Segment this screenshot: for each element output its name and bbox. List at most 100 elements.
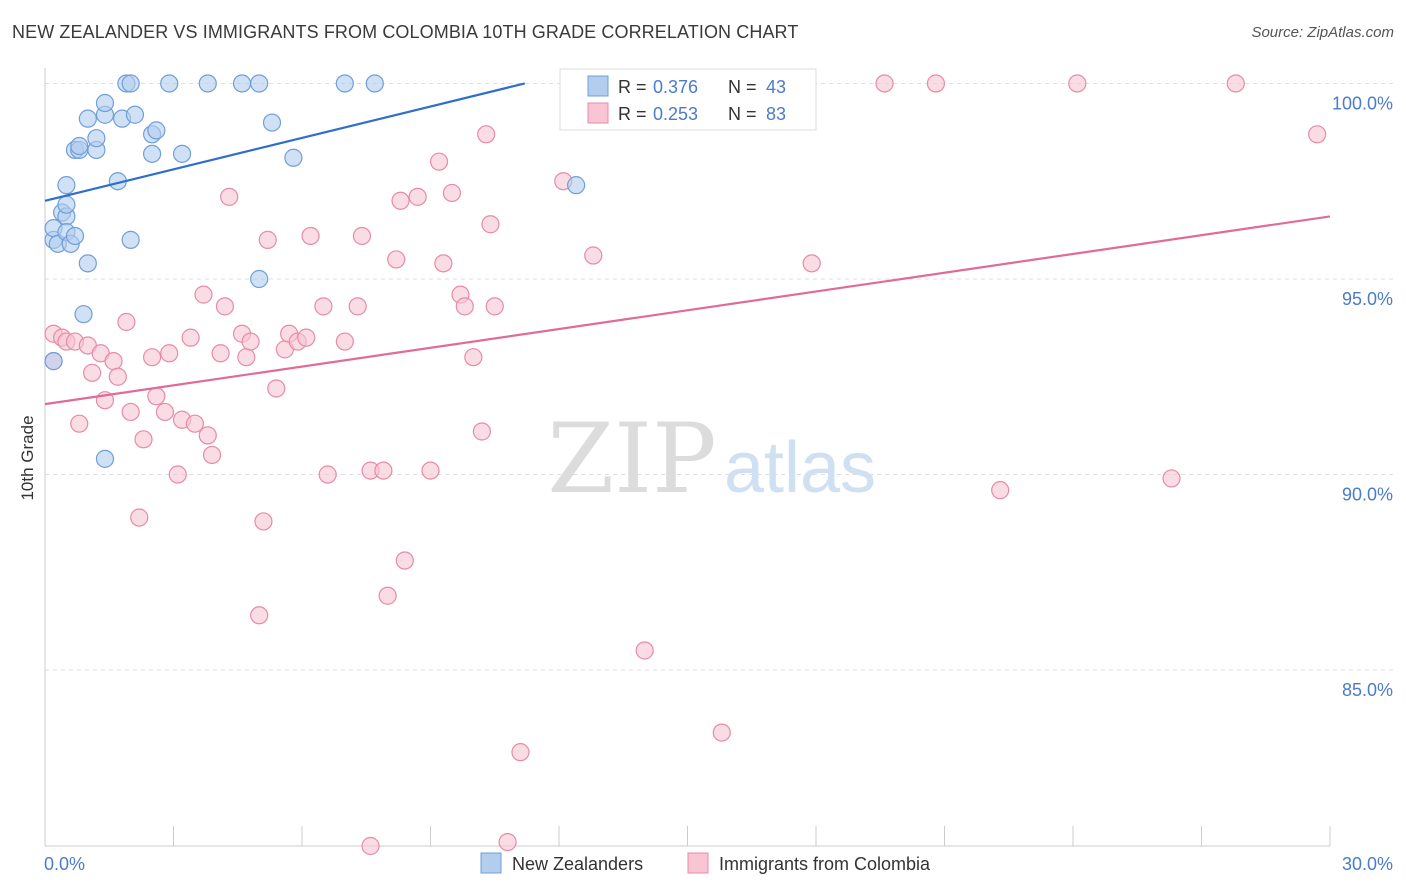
colombia-point: [301, 226, 320, 246]
colombia-point: [1068, 74, 1087, 93]
colombia-point: [117, 312, 136, 332]
colombia-point: [134, 430, 153, 449]
colombia-point: [194, 285, 213, 304]
axes-layer: [44, 68, 1331, 847]
new-zealander-point: [70, 136, 89, 156]
new-zealander-point: [74, 305, 93, 324]
colombia-point: [378, 586, 397, 605]
colombia-point: [297, 328, 316, 347]
new-zealander-point: [78, 109, 97, 128]
colombia-point: [1308, 125, 1327, 144]
colombia-point: [485, 297, 504, 316]
colombia-point: [104, 352, 123, 371]
colombia-point: [108, 367, 127, 386]
colombia-point: [181, 328, 200, 347]
colombia-point: [70, 414, 89, 433]
colombia-point: [408, 187, 427, 206]
new-zealander-point: [262, 113, 282, 132]
colombia-point: [387, 250, 406, 269]
colombia-point: [635, 641, 654, 660]
stats-n-value-blue: 43: [766, 77, 786, 97]
new-zealander-point: [160, 74, 179, 93]
colombia-point: [991, 481, 1010, 500]
new-zealander-point: [57, 176, 76, 195]
colombia-point: [147, 387, 166, 406]
stats-legend: R = 0.376 N = 43 R = 0.253 N = 83: [559, 68, 817, 131]
stats-n-value-pink: 83: [766, 104, 786, 124]
x-tick-label: 0.0%: [44, 854, 85, 874]
y-tick-label: 90.0%: [1342, 485, 1393, 505]
colombia-point: [130, 508, 149, 527]
x-tick-label: 30.0%: [1342, 854, 1393, 874]
colombia-point: [258, 230, 277, 249]
colombia-point: [168, 465, 187, 484]
colombia-point: [318, 465, 337, 484]
new-zealander-trend-line: [44, 82, 525, 202]
colombia-point: [83, 363, 102, 382]
colombia-point: [155, 402, 175, 422]
new-zealander-point: [172, 144, 192, 163]
colombia-point: [220, 187, 239, 206]
source-credit: Source: ZipAtlas.com: [1251, 24, 1394, 41]
colombia-point: [121, 402, 140, 422]
colombia-point: [254, 512, 273, 531]
new-zealander-point: [121, 230, 140, 249]
colombia-point: [434, 254, 453, 273]
stats-r-label-blue: R =: [618, 77, 647, 97]
colombia-point: [926, 74, 946, 93]
colombia-point: [267, 379, 286, 398]
colombia-point: [421, 461, 440, 480]
new-zealander-point: [250, 269, 269, 289]
colombia-point: [374, 461, 393, 480]
stats-r-label-pink: R =: [618, 104, 647, 124]
colombia-point: [712, 723, 731, 742]
grid-layer: [45, 82, 1395, 671]
colombia-point: [314, 297, 333, 316]
new-zealander-point: [147, 121, 166, 140]
new-zealander-point: [44, 352, 63, 371]
colombia-point: [875, 74, 894, 93]
chart-title: NEW ZEALANDER VS IMMIGRANTS FROM COLOMBI…: [12, 22, 799, 42]
new-zealander-point: [125, 105, 145, 124]
colombia-point: [237, 348, 256, 367]
points-layer: [44, 74, 1327, 856]
legend-label-new-zealanders: New Zealanders: [512, 854, 643, 874]
y-axis-title: 10th Grade: [18, 415, 37, 500]
y-tick-label: 85.0%: [1342, 680, 1393, 700]
colombia-point: [481, 215, 500, 234]
stats-swatch-blue: [587, 75, 609, 97]
new-zealander-point: [567, 176, 586, 195]
colombia-point: [352, 226, 372, 246]
colombia-point: [442, 183, 462, 203]
colombia-point: [160, 344, 179, 363]
colombia-point: [348, 297, 367, 316]
tick-label-layer: 85.0% 90.0% 95.0% 100.0% 0.0% 30.0%: [44, 93, 1393, 874]
new-zealander-point: [57, 195, 76, 214]
colombia-point: [584, 246, 603, 265]
watermark: ZIP atlas: [547, 403, 876, 515]
trend-layer: [44, 82, 1331, 406]
new-zealander-point: [121, 74, 140, 93]
new-zealander-point: [95, 449, 115, 468]
colombia-point: [472, 422, 491, 441]
watermark-zip: ZIP: [547, 403, 716, 515]
new-zealander-point: [87, 129, 106, 148]
colombia-point: [1226, 74, 1245, 93]
watermark-atlas: atlas: [724, 428, 876, 508]
colombia-point: [361, 836, 380, 856]
y-tick-label: 100.0%: [1332, 93, 1393, 113]
new-zealander-point: [95, 93, 115, 113]
new-zealander-point: [250, 74, 269, 93]
colombia-point: [1162, 469, 1181, 488]
stats-swatch-pink: [587, 102, 609, 124]
new-zealander-point: [365, 74, 384, 93]
colombia-point: [498, 832, 517, 852]
legend-swatch-colombia: [687, 852, 709, 874]
new-zealander-point: [232, 74, 252, 93]
colombia-point: [464, 348, 483, 367]
colombia-point: [202, 445, 222, 465]
colombia-trend-line: [44, 215, 1331, 406]
colombia-point: [215, 297, 234, 316]
stats-n-label-blue: N =: [728, 77, 757, 97]
